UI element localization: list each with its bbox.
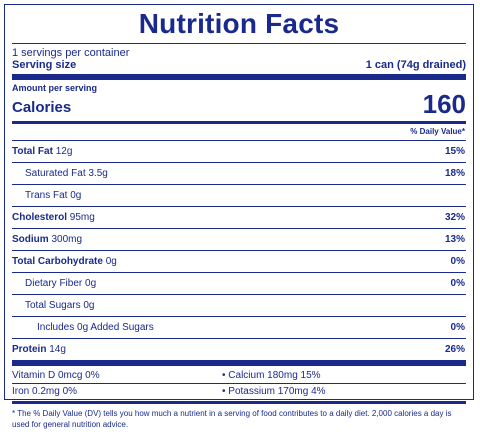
cholesterol-row: Cholesterol 95mg 32% xyxy=(5,207,473,228)
nutrient-dv: 13% xyxy=(444,234,465,245)
footnote: * The % Daily Value (DV) tells you how m… xyxy=(12,409,452,429)
nutrient-label: Sodium xyxy=(12,234,49,245)
total-fat-row: Total Fat 12g 15% xyxy=(5,141,473,162)
nutrient-label: Saturated Fat xyxy=(25,168,86,179)
nutrient-label: Total Fat xyxy=(12,146,53,157)
divider xyxy=(12,184,466,185)
divider xyxy=(12,162,466,163)
vitamins-row-2: Iron 0.2mg 0% • Potassium 170mg 4% xyxy=(5,384,473,399)
divider xyxy=(12,206,466,207)
nutrient-dv: 18% xyxy=(444,168,465,179)
serving-size-value: 1 can (74g drained) xyxy=(365,59,466,71)
calories-value: 160 xyxy=(422,89,466,119)
divider xyxy=(12,316,466,317)
nutrient-label: Dietary Fiber xyxy=(25,278,83,289)
nutrient-amount: 95mg xyxy=(69,212,95,223)
nutrient-amount: 300mg xyxy=(51,234,83,245)
nutrient-label: Total Sugars xyxy=(25,300,81,311)
divider-thick xyxy=(12,74,466,80)
nutrient-dv: 0% xyxy=(450,322,465,333)
amount-per-serving: Amount per serving xyxy=(12,83,98,93)
nutrient-amount: 0g xyxy=(70,190,82,201)
trans-fat-row: Trans Fat 0g xyxy=(5,185,473,206)
serving-size-label: Serving size xyxy=(12,59,77,71)
nutrient-amount: 0g xyxy=(85,278,97,289)
dietary-fiber-row: Dietary Fiber 0g 0% xyxy=(5,273,473,294)
divider-medium xyxy=(12,401,466,404)
divider-medium xyxy=(12,121,466,124)
serving-size-row: Serving size 1 can (74g drained) xyxy=(5,59,473,74)
nutrient-label: Protein xyxy=(12,344,47,355)
divider xyxy=(12,228,466,229)
nutrient-label: Trans Fat xyxy=(25,190,68,201)
potassium: • Potassium 170mg 4% xyxy=(222,386,326,397)
nutrient-amount: 3.5g xyxy=(88,168,108,179)
divider xyxy=(12,250,466,251)
label-title: Nutrition Facts xyxy=(138,8,340,39)
saturated-fat-row: Saturated Fat 3.5g 18% xyxy=(5,163,473,184)
nutrition-facts-label: Nutrition Facts 1 servings per container… xyxy=(4,4,474,429)
total-carbohydrate-row: Total Carbohydrate 0g 0% xyxy=(5,251,473,272)
divider xyxy=(12,338,466,339)
calcium: • Calcium 180mg 15% xyxy=(222,370,321,381)
nutrient-amount: 14g xyxy=(49,344,66,355)
nutrient-dv: 32% xyxy=(444,212,465,223)
protein-row: Protein 14g 26% xyxy=(5,339,473,360)
added-sugars-row: Includes 0g Added Sugars 0% xyxy=(5,317,473,338)
divider xyxy=(12,43,466,44)
nutrient-dv: 26% xyxy=(444,344,465,355)
vitamins-row-1: Vitamin D 0mcg 0% • Calcium 180mg 15% xyxy=(5,368,473,383)
total-sugars-row: Total Sugars 0g xyxy=(5,295,473,316)
nutrient-dv: 0% xyxy=(450,278,465,289)
nutrient-label: Includes 0g Added Sugars xyxy=(37,322,154,333)
nutrient-dv: 0% xyxy=(450,256,465,267)
divider-thick xyxy=(12,360,466,366)
divider xyxy=(12,272,466,273)
daily-value-header: % Daily Value* xyxy=(410,127,465,136)
calories-row: Calories 160 xyxy=(5,89,473,119)
divider xyxy=(12,294,466,295)
iron: Iron 0.2mg 0% xyxy=(12,386,78,397)
nutrient-label: Cholesterol xyxy=(12,212,68,223)
divider xyxy=(12,140,466,141)
nutrient-dv: 15% xyxy=(444,146,465,157)
calories-label: Calories xyxy=(12,99,72,116)
nutrient-amount: 0g xyxy=(105,256,117,267)
nutrient-amount: 12g xyxy=(55,146,73,157)
nutrient-amount: 0g xyxy=(83,300,95,311)
sodium-row: Sodium 300mg 13% xyxy=(5,229,473,250)
divider xyxy=(12,383,466,384)
servings-per-container: 1 servings per container xyxy=(12,47,130,59)
vitamin-d: Vitamin D 0mcg 0% xyxy=(12,370,100,381)
nutrient-label: Total Carbohydrate xyxy=(12,256,103,267)
